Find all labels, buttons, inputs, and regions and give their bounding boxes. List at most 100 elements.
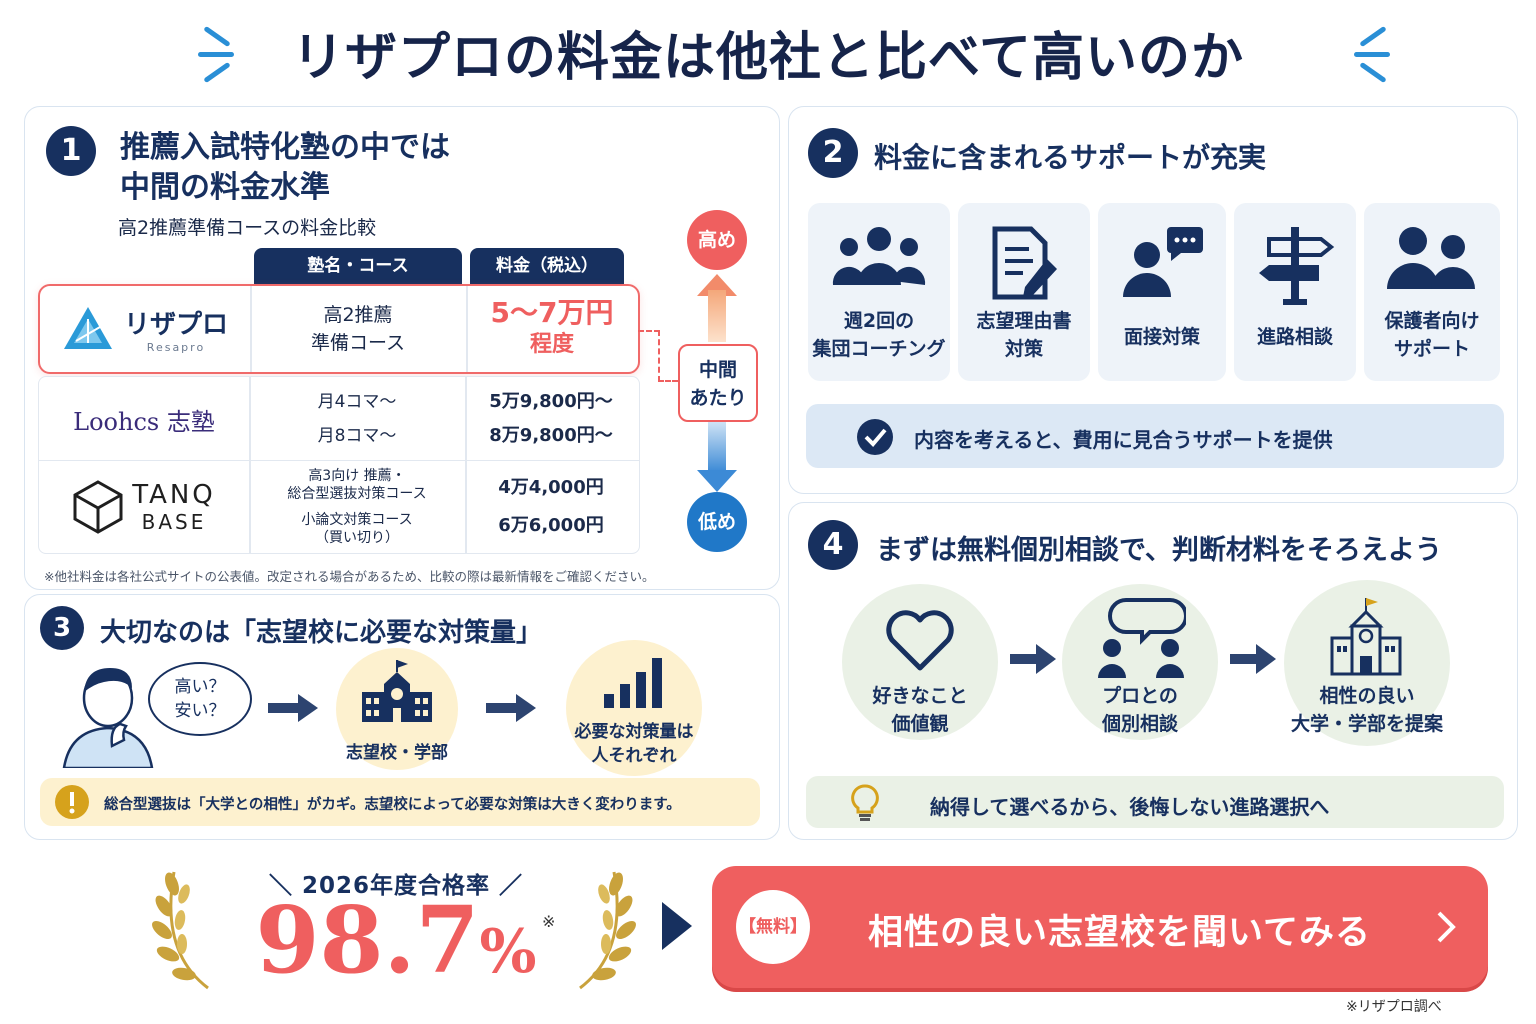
cta-free-text: 【無料】 <box>739 917 807 937</box>
arrow-right-icon <box>1010 644 1056 674</box>
thought-bubble: 高い？ 安い？ <box>148 662 252 736</box>
tanq-name: TANQ <box>132 480 216 510</box>
tanq-course-l4: （買い切り） <box>315 530 399 546</box>
tanq-course-l3: 小論文対策コース <box>301 512 413 528</box>
support-label-coaching-l2: 集団コーチング <box>812 338 946 360</box>
consultation-cta-button[interactable]: 【無料】 相性の良い志望校を聞いてみる <box>712 866 1488 988</box>
amount-label-l1: 必要な対策量は <box>574 722 694 742</box>
resapro-logo: リザプロ Resapro <box>40 286 250 372</box>
pass-rate-unit: % <box>479 917 537 987</box>
support-label-parents-l1: 保護者向け <box>1384 310 1480 332</box>
scale-connector <box>638 330 660 382</box>
heart-icon <box>886 610 954 671</box>
title-decoration-left <box>196 24 242 84</box>
chevron-right-icon <box>1437 911 1456 943</box>
support-banner: 内容を考えると、費用に見合うサポートを提供 <box>806 404 1504 468</box>
exclamation-icon <box>55 785 89 819</box>
support-card-parents: 保護者向け サポート <box>1364 203 1500 381</box>
tanq-price-l2: 6万6,000円 <box>498 515 604 536</box>
section-number-1: 1 <box>46 126 96 176</box>
laurel-right-icon <box>579 871 636 990</box>
support-label-essay-l1: 志望理由書 <box>976 310 1072 332</box>
school-target-label: 志望校・学部 <box>346 743 448 763</box>
group-icon <box>832 227 926 285</box>
bubble-text-l2: 安い？ <box>174 701 226 721</box>
support-label-coaching-l1: 週2回の <box>843 310 915 332</box>
school-icon <box>1330 598 1402 676</box>
tanq-name-sub: BASE <box>141 510 207 534</box>
support-card-coaching: 週2回の 集団コーチング <box>808 203 950 381</box>
section-number-2: 2 <box>808 128 858 178</box>
bubble-text-l1: 高い？ <box>174 677 226 697</box>
table-row-tanq: TANQ BASE 高3向け 推薦・ 総合型選抜対策コース 小論文対策コース （… <box>38 460 640 554</box>
table-row-resapro: リザプロ Resapro 高2推薦 準備コース 5〜7万円 程度 <box>38 284 640 374</box>
amount-label-l2: 人それぞれ <box>591 746 677 766</box>
consult-icon <box>1098 598 1186 678</box>
arrow-right-icon <box>268 694 318 722</box>
loohcs-price-l2: 8万9,800円〜 <box>489 425 613 446</box>
check-icon <box>857 419 893 455</box>
loohcs-course-l1: 月4コマ〜 <box>317 392 397 412</box>
support-label-parents-l2: サポート <box>1393 338 1470 360</box>
resapro-course-l2: 準備コース <box>310 332 406 354</box>
play-arrow-icon <box>662 902 692 950</box>
section-number-4: 4 <box>808 520 858 570</box>
loohcs-logo: Loohcs 志塾 <box>73 407 215 436</box>
source-note: ※リザプロ調べ <box>1346 999 1442 1015</box>
loohcs-course-l2: 月8コマ〜 <box>317 426 397 446</box>
cta-free-badge: 【無料】 <box>736 890 810 964</box>
table-row-loohcs: Loohcs 志塾 月4コマ〜 月8コマ〜 5万9,800円〜 8万9,800円… <box>38 376 640 460</box>
support-card-interview: 面接対策 <box>1098 203 1226 381</box>
support-label-essay-l2: 対策 <box>1004 338 1043 360</box>
panel1-title-line1: 推薦入試特化塾の中では <box>120 130 450 165</box>
scale-connector-2 <box>658 380 678 382</box>
resapro-price-note: 程度 <box>529 332 574 357</box>
parents-icon <box>1387 227 1475 289</box>
decision-banner-text: 納得して選べるから、後悔しない進路選択へ <box>930 795 1330 819</box>
resapro-logo-icon <box>63 307 112 349</box>
step-consult-l1: プロとの <box>1102 685 1178 707</box>
page-title: リザプロの料金は他社と比べて高いのか <box>292 28 1244 88</box>
pass-rate-label: ＼ 2026年度合格率 ／ <box>268 873 524 899</box>
pass-rate-number: 98.7 <box>255 886 480 994</box>
support-banner-text: 内容を考えると、費用に見合うサポートを提供 <box>914 428 1333 452</box>
laurel-left-icon <box>152 871 209 990</box>
resapro-name-sub: Resapro <box>146 341 206 354</box>
panel3-title: 大切なのは「志望校に必要な対策量」 <box>100 618 543 648</box>
scale-gradient-up <box>708 290 726 342</box>
panel1-subtitle: 高2推薦準備コースの料金比較 <box>118 217 377 239</box>
bar-chart-icon <box>604 658 662 708</box>
tanq-cube-icon <box>73 480 123 534</box>
step-consult-circle <box>1062 584 1218 740</box>
tanq-course-l1: 高3向け 推薦・ <box>308 468 406 484</box>
step-consult-l2: 個別相談 <box>1101 713 1178 735</box>
amount-circle <box>566 640 702 776</box>
panel2-title: 料金に含まれるサポートが充実 <box>874 141 1267 174</box>
arrow-right-icon <box>1230 644 1276 674</box>
scale-high-badge: 高め <box>687 210 747 270</box>
tanq-price-l1: 4万4,000円 <box>498 477 604 498</box>
price-note: ※他社料金は各社公式サイトの公表値。改定される場合があるため、比較の際は最新情報… <box>44 569 655 584</box>
step-match-label: 相性の良い 大学・学部を提案 <box>1274 682 1460 738</box>
arrow-down-icon <box>697 470 737 492</box>
column-header-course: 塾名・コース <box>254 248 462 284</box>
scale-gradient-down <box>708 422 726 472</box>
pass-rate-value: 98.7% <box>236 888 556 992</box>
step-match-l2: 大学・学部を提案 <box>1290 713 1443 735</box>
thinking-person-icon <box>62 668 154 768</box>
arrow-right-icon <box>486 694 536 722</box>
scale-mid-box: 中間 あたり <box>678 344 758 422</box>
section-number-3: 3 <box>40 606 84 650</box>
resapro-name: リザプロ <box>123 310 228 340</box>
step-values-label: 好きなこと 価値観 <box>842 682 998 738</box>
step-values-circle <box>842 584 998 740</box>
signpost-icon <box>1259 227 1335 305</box>
cta-text: 相性の良い志望校を聞いてみる <box>868 913 1371 953</box>
scale-mid-l1: 中間 <box>698 359 737 381</box>
loohcs-price-l1: 5万9,800円〜 <box>489 391 613 412</box>
column-header-price: 料金（税込） <box>470 248 624 284</box>
document-pen-icon <box>992 226 1057 300</box>
arrow-up-icon <box>697 274 737 296</box>
panel1-title-line2: 中間の料金水準 <box>120 170 330 205</box>
support-label-career: 進路相談 <box>1256 326 1333 348</box>
